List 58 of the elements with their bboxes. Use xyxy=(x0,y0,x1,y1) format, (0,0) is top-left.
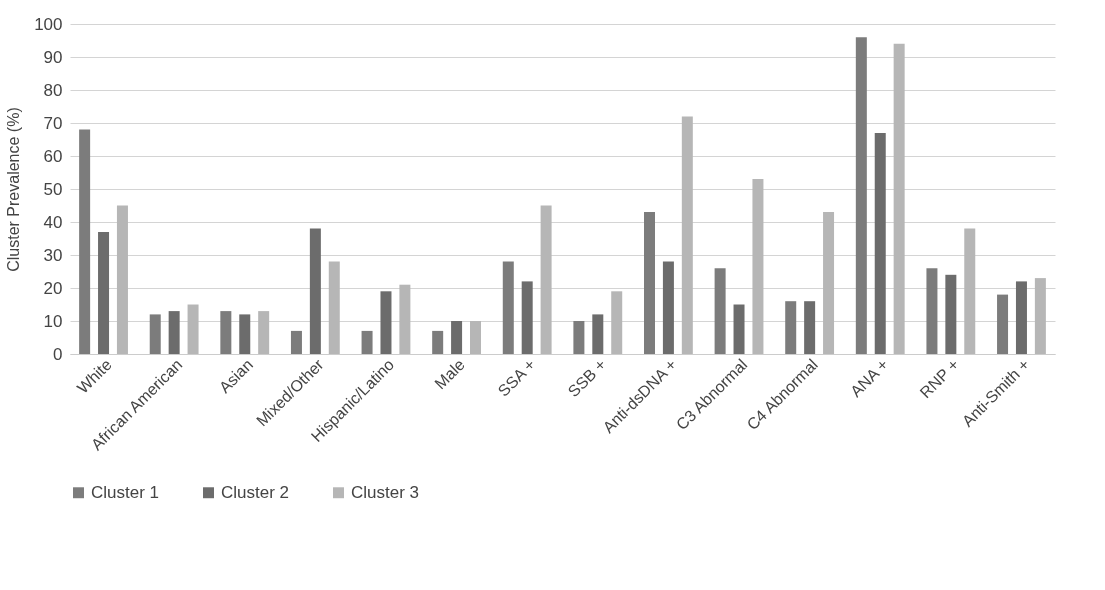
bar xyxy=(521,281,533,354)
bar xyxy=(149,314,161,354)
bar xyxy=(361,330,373,354)
bar xyxy=(290,330,302,354)
y-tick-label: 30 xyxy=(43,245,63,265)
bar xyxy=(540,205,552,354)
bar xyxy=(785,301,797,354)
bar xyxy=(432,330,444,354)
y-tick-label: 80 xyxy=(43,80,63,100)
bar xyxy=(893,43,905,354)
y-tick-label: 70 xyxy=(43,113,63,133)
bar xyxy=(239,314,251,354)
y-tick-label: 40 xyxy=(43,212,63,232)
bar xyxy=(573,321,585,354)
bar xyxy=(328,261,340,354)
bar xyxy=(309,228,321,354)
legend-label: Cluster 3 xyxy=(351,482,420,502)
legend-label: Cluster 1 xyxy=(91,482,160,502)
bar xyxy=(714,268,726,354)
bar xyxy=(98,231,110,354)
bar xyxy=(945,274,957,354)
bar xyxy=(964,228,976,354)
bar xyxy=(644,212,655,354)
bar xyxy=(926,268,938,354)
bar xyxy=(380,291,392,354)
y-tick-label: 0 xyxy=(53,344,63,364)
y-axis-title: Cluster Prevalence (%) xyxy=(5,107,23,272)
bar xyxy=(470,321,481,354)
bar xyxy=(1015,281,1027,354)
y-tick-label: 100 xyxy=(34,14,63,34)
bar xyxy=(681,116,693,354)
bar xyxy=(874,132,886,354)
bar xyxy=(116,205,128,354)
y-tick-label: 90 xyxy=(43,47,63,67)
bar xyxy=(258,311,270,354)
x-tick-label: SSA + xyxy=(494,355,539,400)
bar xyxy=(804,301,816,354)
y-tick-label: 10 xyxy=(43,311,63,331)
bar xyxy=(187,304,199,354)
bar xyxy=(662,261,674,354)
bar xyxy=(752,179,764,354)
bar xyxy=(611,291,623,354)
bar xyxy=(220,311,232,354)
bar xyxy=(592,314,604,354)
y-tick-label: 20 xyxy=(43,278,63,298)
bar xyxy=(168,311,180,354)
y-tick-label: 50 xyxy=(43,179,63,199)
bar xyxy=(997,294,1009,354)
bar xyxy=(1034,278,1046,354)
bar xyxy=(733,304,745,354)
bar xyxy=(79,129,91,354)
bar xyxy=(855,37,867,354)
bar xyxy=(502,261,514,354)
y-tick-label: 60 xyxy=(43,146,63,166)
legend-label: Cluster 2 xyxy=(221,482,290,502)
bar xyxy=(451,321,463,354)
bar xyxy=(399,284,411,354)
bar xyxy=(823,212,835,354)
